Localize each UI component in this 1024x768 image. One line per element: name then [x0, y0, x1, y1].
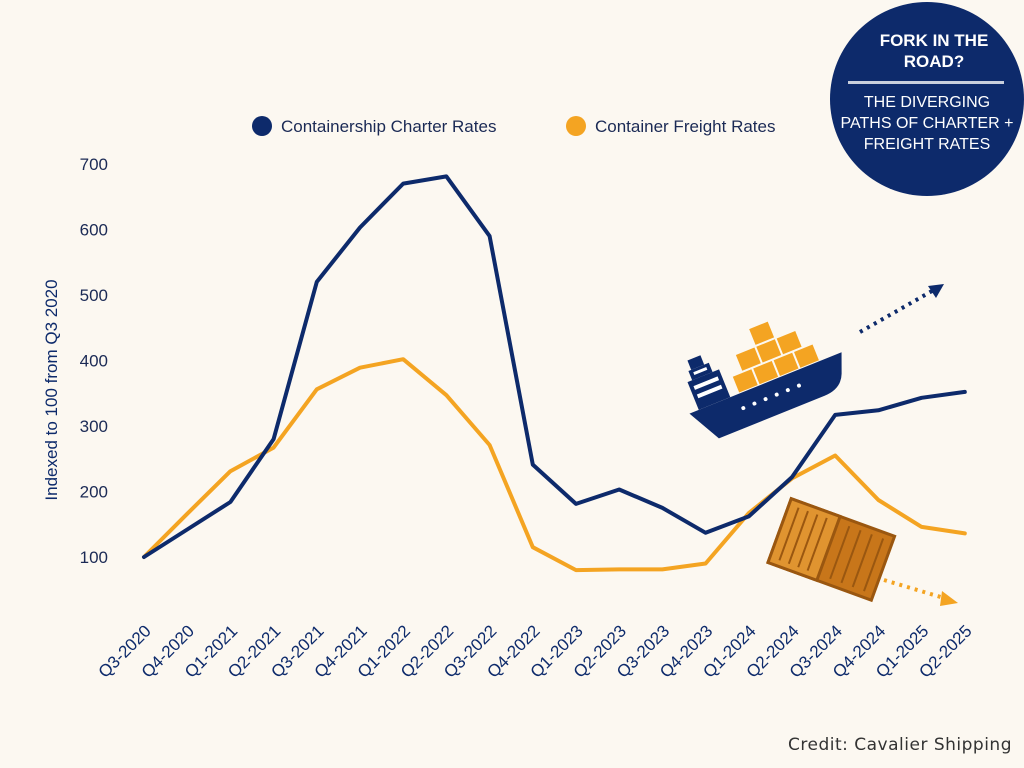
y-tick-label: 500: [80, 286, 108, 305]
legend-label-freight: Container Freight Rates: [595, 117, 775, 136]
y-tick-label: 300: [80, 417, 108, 436]
legend-marker-freight: [566, 116, 586, 136]
y-tick-label: 600: [80, 221, 108, 240]
legend-marker-charter: [252, 116, 272, 136]
credit-text: Credit: Cavalier Shipping: [788, 735, 1012, 755]
y-tick-label: 200: [80, 483, 108, 502]
legend-label-charter: Containership Charter Rates: [281, 117, 496, 136]
y-tick-label: 700: [80, 155, 108, 174]
y-tick-label: 400: [80, 352, 108, 371]
y-axis-ticks: 100 200 300 400 500 600 700: [80, 155, 108, 567]
badge-title: FORK IN THE ROAD?: [879, 31, 989, 71]
series-lines: [142, 174, 967, 573]
badge-subtitle: THE DIVERGING PATHS OF CHARTER + FREIGHT…: [840, 94, 1014, 153]
container-ship-icon: [687, 284, 944, 439]
y-tick-label: 100: [80, 548, 108, 567]
y-axis-label: Indexed to 100 from Q3 2020: [42, 279, 61, 500]
series-line-charter-rates: [142, 174, 967, 559]
series-line-freight-rates: [142, 357, 967, 573]
x-axis-ticks: Q3-2020Q4-2020Q1-2021Q2-2021Q3-2021Q4-20…: [95, 621, 976, 681]
legend: Containership Charter Rates Container Fr…: [252, 116, 775, 136]
badge-divider: [848, 81, 1004, 84]
container-box-icon: [766, 496, 958, 606]
title-badge: FORK IN THE ROAD? THE DIVERGING PATHS OF…: [830, 2, 1024, 196]
